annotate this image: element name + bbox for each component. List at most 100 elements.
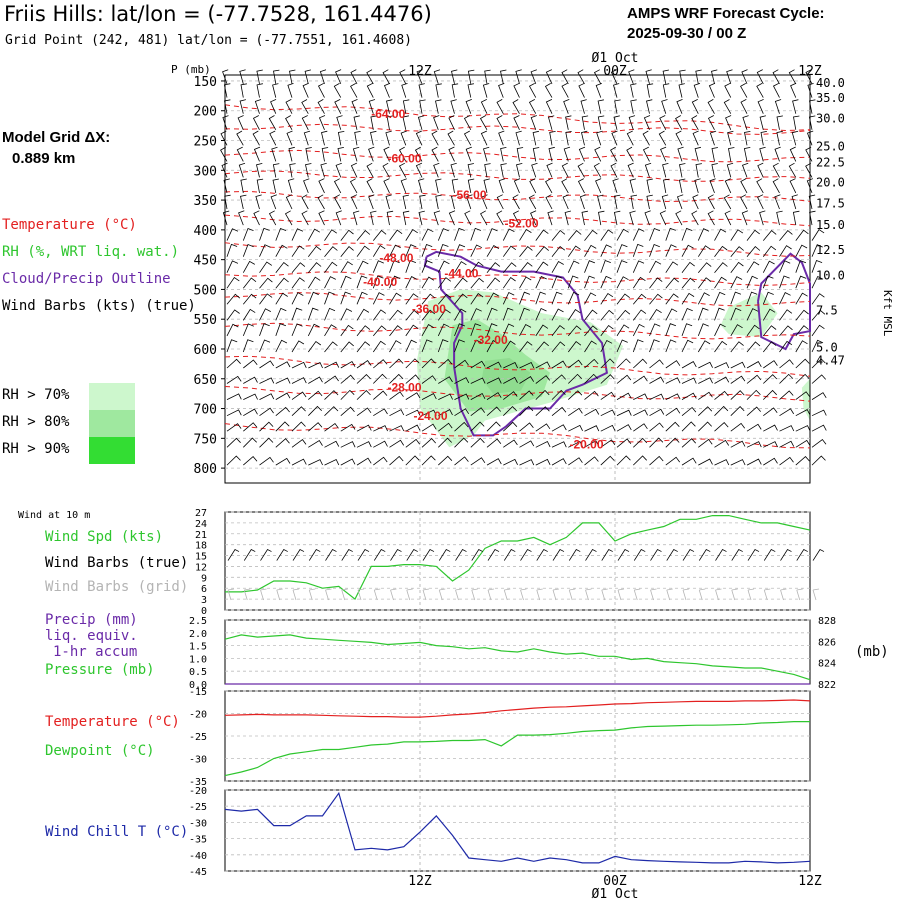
precip-panel-tick-label: 1.0 [189, 654, 207, 665]
grid-wind-barb [812, 588, 820, 601]
wind-barb [597, 115, 605, 130]
wind-barb [486, 361, 502, 369]
wind-barb [642, 130, 650, 146]
wind-barb [470, 227, 482, 241]
wind-barb [649, 437, 664, 448]
wind-barb [597, 99, 604, 114]
wind-barb [711, 147, 718, 162]
wind-barb [519, 262, 533, 273]
wind-barb [465, 146, 472, 162]
surface-wind-barb [520, 549, 532, 561]
grid-wind-barb [243, 588, 251, 601]
wind-barb [694, 178, 701, 194]
wind-barb [259, 277, 273, 289]
wind-barb [756, 178, 764, 194]
wind-barb [616, 324, 630, 337]
wind-barb [324, 361, 340, 369]
temp-panel-frame [224, 690, 811, 782]
pressure-tick-label: 550 [194, 313, 217, 328]
main-panel-frame [224, 74, 811, 484]
wind-barb [577, 178, 585, 194]
surface-wind-barb [812, 549, 825, 561]
wind-barb [565, 131, 572, 146]
wind-barb [691, 115, 699, 130]
wind-barb [349, 178, 358, 194]
wind-barb [714, 245, 728, 257]
wind-barb [405, 424, 421, 432]
wind-barb [551, 441, 567, 448]
wind-barb [645, 69, 652, 85]
wind-panel-tick-label: 6 [201, 584, 207, 595]
wind-barb [275, 339, 288, 353]
wind-barb [324, 229, 338, 241]
wind-barb [370, 130, 377, 146]
wind-barb [269, 130, 277, 146]
wind-barb [535, 423, 551, 432]
grid-wind-barb [406, 588, 413, 601]
wind-barb [242, 308, 256, 321]
wind-barb [795, 456, 810, 466]
wind-barb [594, 146, 602, 162]
wind-barb [584, 292, 597, 305]
wind-barb [451, 69, 458, 84]
wind-barb [226, 276, 240, 289]
wind-barb [454, 244, 466, 257]
wind-barb [356, 441, 372, 448]
wind-barb [259, 227, 270, 241]
wind-barb [275, 421, 290, 432]
wind-barb [307, 245, 322, 257]
wind-barb [665, 293, 679, 305]
wind-barb [438, 376, 453, 384]
wind-barb [633, 437, 648, 448]
wind-barb [726, 69, 733, 85]
wind-barb [694, 146, 701, 162]
surface-wind-barb [650, 549, 662, 561]
wind-barb [291, 245, 305, 257]
wind-barb [774, 146, 781, 162]
wind-barb [307, 228, 320, 241]
wind-barb [275, 244, 288, 257]
wind-barb [255, 194, 262, 210]
wind-barb [389, 292, 402, 305]
wind-barb [373, 408, 388, 417]
grid-wind-barb [731, 588, 738, 601]
wind-barb [811, 358, 826, 369]
wind-barb [632, 243, 644, 257]
wind-barb [646, 194, 653, 210]
surface-wind-barb [536, 549, 548, 561]
wind-barb [243, 456, 258, 466]
wind-barb [437, 309, 451, 321]
grid-wind-barb [780, 588, 787, 601]
wind-barb [515, 69, 522, 85]
wind-barb [535, 458, 551, 466]
wind-barb [480, 99, 488, 114]
wind-barb [644, 162, 652, 178]
wind-barb [649, 359, 664, 369]
wind-barb [746, 389, 761, 400]
wind-barb [421, 438, 436, 448]
wind-barb [308, 376, 323, 384]
wind-barb [665, 277, 679, 289]
wind-barb [762, 260, 775, 273]
wind-barb [692, 130, 699, 146]
wind-barb [792, 99, 799, 114]
wind-barb [551, 245, 566, 257]
wind-barb [419, 99, 426, 114]
wind-barb [335, 210, 342, 226]
wind-barb [353, 210, 360, 226]
wind-barb [616, 260, 628, 273]
wind-barb [665, 339, 677, 353]
wind-barb [272, 83, 279, 98]
wind-barb [285, 99, 293, 114]
wind-barb [698, 438, 713, 448]
wind-barb [633, 358, 648, 369]
wind-barb [486, 262, 501, 273]
wind-barb [222, 115, 229, 130]
surface-wind-barb [455, 549, 467, 561]
wind-barb [562, 194, 569, 210]
wind-barb [463, 130, 472, 146]
wind-barb [450, 99, 457, 114]
wind-barb [681, 421, 696, 432]
wind-barb [438, 437, 452, 448]
wind-barb [795, 325, 809, 337]
